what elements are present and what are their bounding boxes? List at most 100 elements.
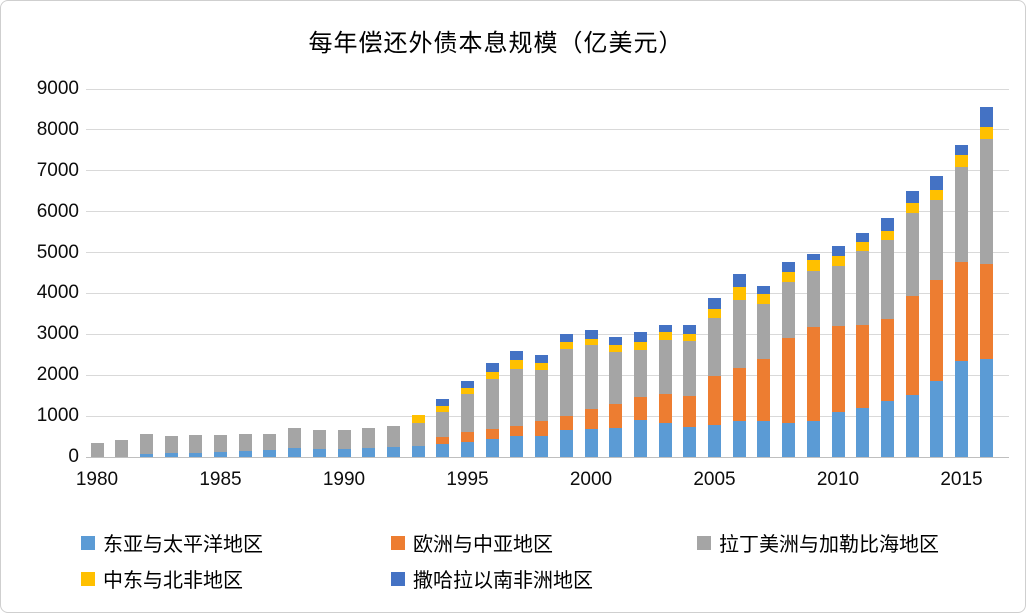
bar-segment <box>831 326 845 413</box>
bar-segment <box>658 393 672 423</box>
bar-segment <box>782 261 796 272</box>
bar-segment <box>955 155 968 167</box>
bar-segment <box>559 342 573 350</box>
y-axis-label: 6000 <box>36 200 79 222</box>
gridline <box>86 292 1009 294</box>
bar-segment <box>238 451 252 457</box>
bar-stack-2010 <box>831 246 845 457</box>
bar-segment <box>683 333 697 342</box>
y-axis-label: 0 <box>68 446 79 467</box>
bar-segment <box>510 360 524 369</box>
bar-stack-1981 <box>115 440 129 457</box>
bar-segment <box>411 423 425 446</box>
bar-segment <box>683 324 697 334</box>
bar-segment <box>164 435 178 454</box>
bar-segment <box>633 349 647 397</box>
bar-segment <box>90 443 104 457</box>
bar-segment <box>905 212 919 297</box>
bar-segment <box>609 403 623 428</box>
bar-segment <box>485 438 499 457</box>
legend-swatch-icon <box>81 535 95 550</box>
bar-segment <box>930 175 944 190</box>
bar-segment <box>436 437 450 444</box>
bar-segment <box>806 260 820 271</box>
bar-stack-1994 <box>436 399 450 457</box>
bar-segment <box>436 411 450 438</box>
bar-stack-1997 <box>510 351 524 457</box>
bar-segment <box>757 285 771 294</box>
y-axis-label: 7000 <box>36 159 79 181</box>
bar-stack-2003 <box>658 324 672 457</box>
bar-segment <box>485 378 499 429</box>
bar-segment <box>732 300 746 368</box>
bar-stack-2001 <box>609 336 623 457</box>
x-axis-label: 1995 <box>446 469 489 490</box>
bar-segment <box>584 429 598 457</box>
bar-stack-1989 <box>312 429 326 457</box>
bar-segment <box>189 435 203 453</box>
plot-area <box>86 88 1009 458</box>
y-axis-label: 2000 <box>36 364 79 386</box>
bar-segment <box>633 341 647 350</box>
bar-stack-1988 <box>288 427 302 457</box>
bar-segment <box>535 362 549 371</box>
bar-stack-1996 <box>485 363 499 457</box>
bar-segment <box>461 381 474 388</box>
bar-segment <box>485 363 499 372</box>
bar-segment <box>880 400 894 457</box>
chart-title: 每年偿还外债本息规模（亿美元） <box>308 31 684 57</box>
bar-segment <box>856 233 870 243</box>
bar-segment <box>312 449 326 457</box>
bar-segment <box>362 428 376 449</box>
x-axis-label: 2000 <box>569 469 613 490</box>
bar-segment <box>386 425 400 448</box>
bar-segment <box>164 453 178 457</box>
bar-segment <box>683 341 697 397</box>
bar-segment <box>559 415 573 431</box>
bar-segment <box>905 191 919 203</box>
legend-label: 欧洲与中亚地区 <box>413 534 553 556</box>
bar-segment <box>979 359 993 457</box>
bar-stack-2011 <box>856 233 870 457</box>
bar-segment <box>955 166 968 262</box>
bar-segment <box>411 445 425 457</box>
legend-item-1: 东亚与太平洋地区 <box>81 528 263 557</box>
bar-segment <box>658 422 672 457</box>
bar-segment <box>584 345 598 409</box>
bar-segment <box>609 336 623 345</box>
bar-stack-1991 <box>362 428 376 457</box>
bar-segment <box>411 414 425 424</box>
bar-segment <box>584 408 598 430</box>
bar-segment <box>609 351 623 404</box>
x-axis-label: 2010 <box>816 469 860 490</box>
bar-segment <box>757 293 771 305</box>
bar-segment <box>955 360 968 457</box>
bar-segment <box>732 287 746 301</box>
legend-item-4: 中东与北非地区 <box>81 564 243 593</box>
bar-segment <box>880 319 894 401</box>
bar-segment <box>880 218 894 231</box>
bar-segment <box>461 387 474 395</box>
bar-stack-1985 <box>214 434 227 457</box>
bar-segment <box>436 405 450 412</box>
bar-segment <box>955 144 968 156</box>
bar-segment <box>337 430 351 449</box>
bar-stack-2008 <box>782 261 796 457</box>
x-axis-label: 1990 <box>322 469 366 490</box>
legend-label: 中东与北非地区 <box>103 570 243 592</box>
bar-segment <box>905 202 919 213</box>
bar-segment <box>214 434 227 452</box>
bar-segment <box>979 127 993 140</box>
bar-stack-1999 <box>559 334 573 457</box>
bar-segment <box>806 326 820 421</box>
bar-segment <box>930 279 944 382</box>
bar-stack-1980 <box>90 443 104 457</box>
bar-segment <box>461 432 474 443</box>
bar-segment <box>905 296 919 396</box>
bar-segment <box>189 452 203 457</box>
legend-item-5: 撒哈拉以南非洲地区 <box>391 564 593 593</box>
bar-segment <box>139 453 153 457</box>
bar-segment <box>955 261 968 361</box>
bar-segment <box>979 264 993 360</box>
